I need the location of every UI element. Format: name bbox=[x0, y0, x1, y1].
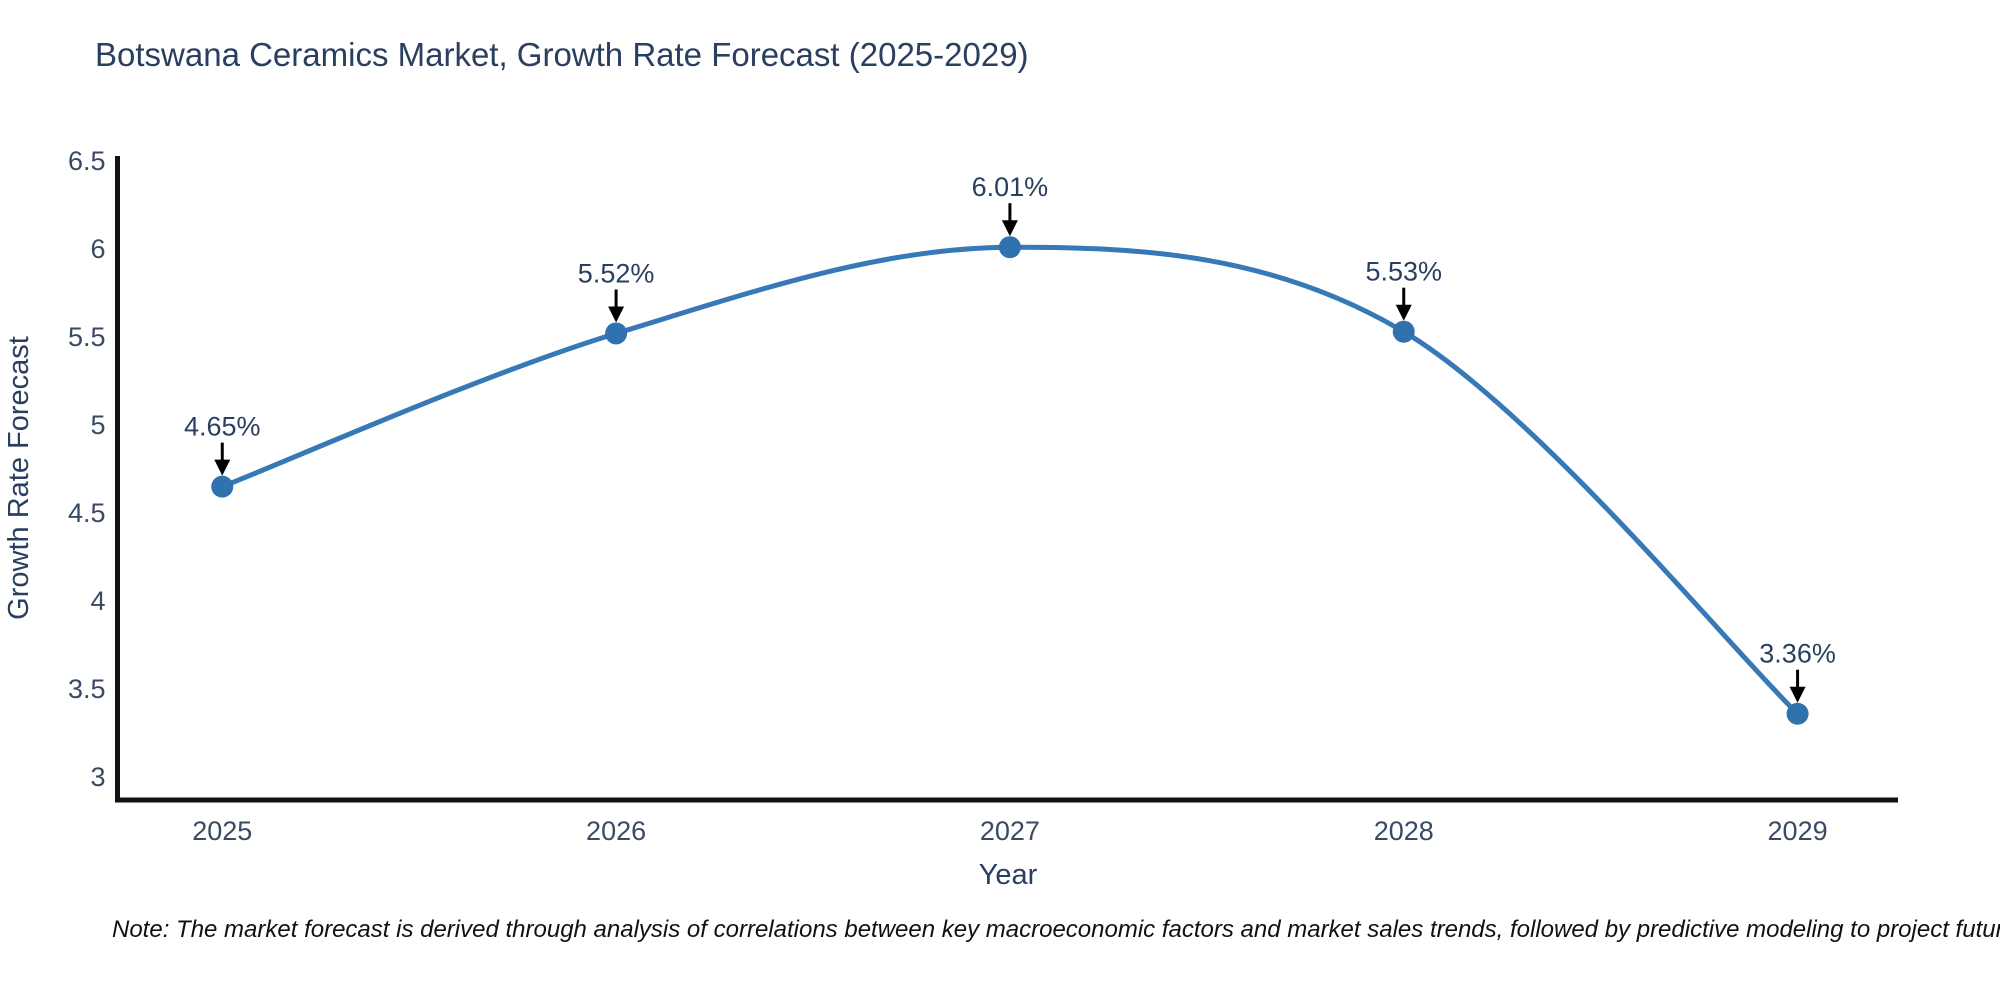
data-point-marker bbox=[1786, 702, 1809, 725]
annotation-arrowhead bbox=[1395, 304, 1412, 321]
annotation-arrowhead bbox=[214, 459, 231, 476]
y-axis-title: Growth Rate Forecast bbox=[3, 336, 35, 620]
annotation-arrowhead bbox=[1789, 686, 1806, 703]
x-tick-label: 2028 bbox=[1374, 816, 1434, 846]
annotation-label: 5.53% bbox=[1365, 257, 1442, 287]
x-tick-label: 2029 bbox=[1768, 816, 1828, 846]
y-tick-label: 6 bbox=[90, 234, 105, 264]
y-tick-label: 6.5 bbox=[68, 146, 106, 176]
y-tick-label: 3.5 bbox=[68, 674, 106, 704]
annotation-label: 3.36% bbox=[1759, 639, 1836, 669]
data-point-marker bbox=[211, 475, 234, 498]
annotation-label: 5.52% bbox=[578, 258, 655, 288]
x-axis-title: Year bbox=[979, 859, 1038, 891]
footnote: Note: The market forecast is derived thr… bbox=[112, 916, 2000, 943]
data-point-marker bbox=[605, 322, 628, 345]
y-tick-label: 5.5 bbox=[68, 322, 106, 352]
series-line bbox=[219, 244, 1801, 717]
y-tick-label: 5 bbox=[90, 410, 105, 440]
data-point-marker bbox=[1392, 320, 1415, 343]
annotation-arrowhead bbox=[1001, 220, 1018, 237]
data-point-marker bbox=[998, 236, 1021, 259]
annotation-label: 4.65% bbox=[184, 412, 261, 442]
x-tick-label: 2025 bbox=[192, 816, 252, 846]
annotation-arrowhead bbox=[608, 306, 625, 323]
x-tick-label: 2026 bbox=[586, 816, 646, 846]
y-tick-label: 3 bbox=[90, 762, 105, 792]
y-tick-label: 4 bbox=[90, 586, 105, 616]
chart-title: Botswana Ceramics Market, Growth Rate Fo… bbox=[95, 36, 1029, 73]
plot-dynamic-layer: 3 3.5 4 4.5 5 5.5 6 6.5 2025 2026 2027 2028 2029 4.65… bbox=[68, 146, 1898, 846]
annotation-label: 6.01% bbox=[972, 172, 1049, 202]
x-tick-label: 2027 bbox=[980, 816, 1040, 846]
y-tick-label: 4.5 bbox=[68, 498, 106, 528]
